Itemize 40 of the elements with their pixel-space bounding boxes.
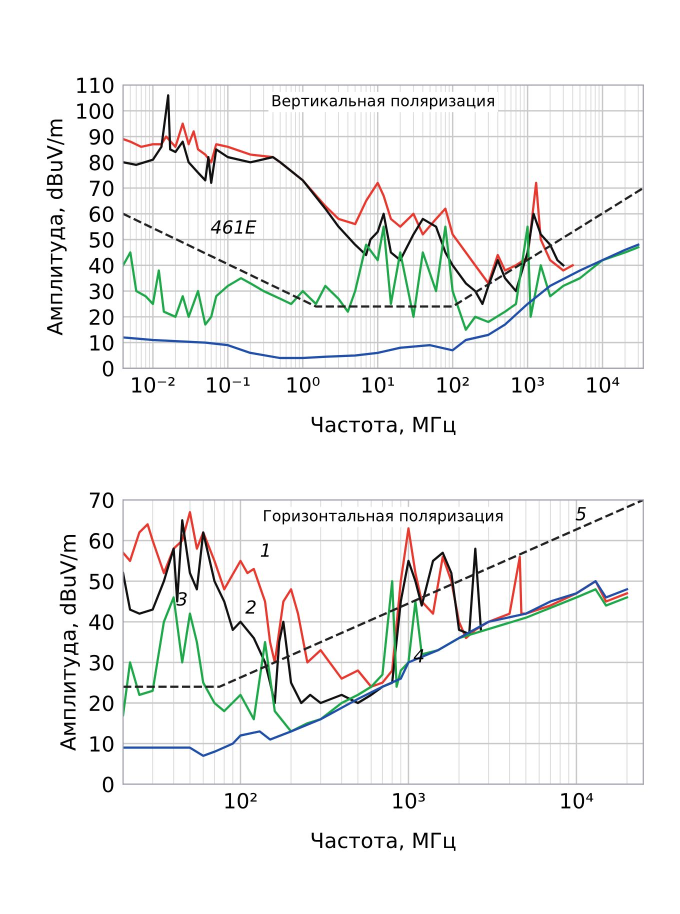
y-tick-label: 20 [90, 309, 114, 326]
y-tick-label: 110 [77, 77, 114, 94]
y-tick-label: 70 [90, 180, 114, 196]
x-tick-label: 10¹ [362, 377, 394, 393]
y-axis-title: Амплитуда, dBuV/m [46, 120, 67, 336]
x-tick-label: 10³ [393, 792, 425, 809]
x-tick-label: 10⁴ [561, 792, 594, 809]
y-tick-label: 40 [89, 614, 114, 630]
annotation: 1 [260, 544, 269, 557]
x-tick-label: 10⁰ [288, 377, 320, 393]
y-tick-label: 40 [89, 258, 114, 274]
y-tick-label: 90 [90, 128, 114, 145]
y-tick-label: 70 [90, 492, 114, 508]
y-tick-label: 80 [90, 154, 114, 170]
y-tick-label: 60 [90, 206, 114, 222]
x-tick-label: 10² [225, 792, 257, 809]
y-tick-label: 10 [90, 335, 114, 351]
y-tick-label: 60 [90, 533, 114, 549]
x-tick-label: 10³ [512, 377, 544, 393]
x-tick-label: 10⁴ [587, 377, 620, 393]
annotation: 2 [245, 600, 256, 614]
y-tick-label: 50 [90, 232, 114, 248]
y-tick-label: 10 [90, 736, 114, 752]
y-axis-title: Амплитуда, dBuV/m [60, 535, 80, 751]
y-tick-label: 0 [102, 360, 114, 377]
x-axis-title: Частота, МГц [312, 416, 456, 435]
x-tick-label: 10⁻¹ [207, 377, 250, 393]
y-tick-label: 30 [90, 654, 114, 671]
y-tick-label: 20 [90, 695, 114, 712]
x-axis-title: Частота, МГц [312, 832, 456, 851]
annotation: 461E [210, 220, 256, 234]
x-tick-label: 10⁻² [132, 377, 175, 393]
y-tick-label: 0 [102, 776, 114, 792]
y-tick-label: 30 [90, 284, 114, 300]
y-tick-label: 50 [90, 574, 114, 590]
x-tick-label: 10² [437, 377, 469, 393]
text: Горизонтальная поляризация [264, 510, 502, 524]
text: Вертикальная поляризация [272, 95, 494, 110]
y-tick-label: 100 [77, 103, 114, 119]
annotation: 5 [576, 507, 586, 521]
